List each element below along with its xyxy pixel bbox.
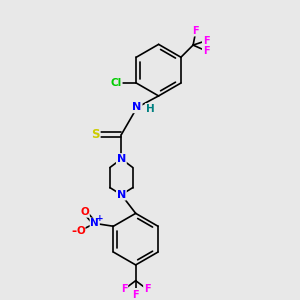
Text: O: O (80, 207, 89, 217)
Text: H: H (146, 104, 154, 114)
Text: N: N (133, 102, 142, 112)
Text: Cl: Cl (111, 78, 122, 88)
Text: F: F (132, 290, 139, 300)
Text: N: N (117, 154, 126, 164)
Text: O: O (76, 226, 85, 236)
Text: F: F (203, 46, 209, 56)
Text: N: N (117, 190, 126, 200)
Text: F: F (203, 36, 209, 46)
Text: N: N (90, 218, 99, 228)
Text: F: F (144, 284, 150, 294)
Text: F: F (193, 26, 199, 36)
Text: F: F (121, 284, 128, 294)
Text: +: + (96, 214, 104, 223)
Text: S: S (91, 128, 100, 141)
Text: -: - (71, 226, 76, 238)
